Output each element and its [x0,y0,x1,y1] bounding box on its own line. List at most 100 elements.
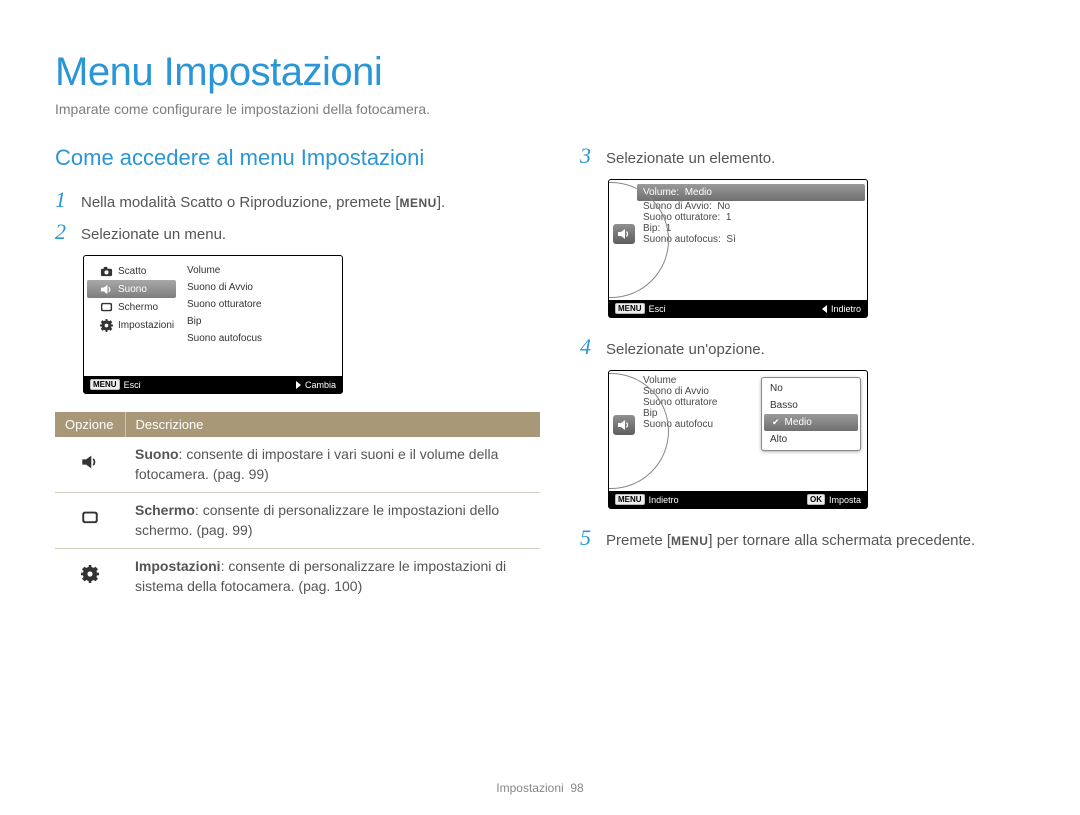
table-row: Schermo: consente di personalizzare le i… [55,493,540,549]
menu-badge-icon: MENU [90,379,120,390]
step-number: 2 [55,221,71,243]
step-3: 3 Selezionate un elemento. [580,145,1025,169]
footer-page-number: 98 [570,781,583,795]
menu-label-icon: MENU [671,533,708,550]
setting-label: Suono di Avvio [643,201,709,212]
gear-icon [100,319,113,331]
popup-option[interactable]: No [762,380,860,397]
menu-label-icon: MENU [400,195,437,212]
setting-label: Suono autofocu [643,419,713,430]
setting-row[interactable]: Bip: 1 [643,223,859,234]
setting-label: Bip [643,408,657,419]
content-columns: Come accedere al menu Impostazioni 1 Nel… [55,145,1025,605]
setting-value: : No [709,201,730,212]
footer-left-label: Esci [649,304,666,314]
popup-option[interactable]: Alto [762,431,860,448]
step-1-text-after: ]. [437,194,445,211]
submenu-item[interactable]: Suono autofocus [187,330,334,347]
section-title: Come accedere al menu Impostazioni [55,145,540,171]
step-number: 4 [580,336,596,358]
screen-icon [79,509,101,529]
step-5-text-after: ] per tornare alla schermata precedente. [708,532,975,549]
footer-left-label: Esci [124,380,141,390]
submenu-item[interactable]: Volume [187,262,334,279]
option-name: Suono [135,446,179,462]
footer-right-label: Indietro [831,304,861,314]
menu-item-schermo[interactable]: Schermo [84,298,179,316]
submenu-item[interactable]: Suono di Avvio [187,279,334,296]
step-1-text-before: Nella modalità Scatto o Riproduzione, pr… [81,194,400,211]
menu-item-impostazioni[interactable]: Impostazioni [84,316,179,334]
sound-icon [79,453,101,473]
page-subtitle: Imparate come configurare le impostazion… [55,101,1025,117]
setting-value: : Sì [718,234,736,245]
menu-item-scatto[interactable]: Scatto [84,262,179,280]
setting-label: Bip [643,223,657,234]
submenu-item[interactable]: Bip [187,313,334,330]
left-column: Come accedere al menu Impostazioni 1 Nel… [55,145,540,605]
menu-badge-icon: MENU [615,494,645,505]
camera-icon [100,265,113,277]
page-footer: Impostazioni 98 [0,781,1080,795]
setting-label: Suono otturatore [643,397,718,408]
setting-label: Suono autofocus [643,234,718,245]
page-title: Menu Impostazioni [55,50,1025,95]
footer-left-label: Indietro [649,495,679,505]
option-desc: : consente di impostare i vari suoni e i… [135,446,498,482]
menu-item-label: Scatto [118,266,146,277]
setting-row[interactable]: Suono otturatore: 1 [643,212,859,223]
setting-label: Volume [643,375,676,386]
menu-item-label: Schermo [118,302,158,313]
menu-item-label: Impostazioni [118,320,174,331]
step-1: 1 Nella modalità Scatto o Riproduzione, … [55,189,540,213]
step-3-text: Selezionate un elemento. [606,145,775,169]
menu-badge-icon: MENU [615,303,645,314]
setting-row[interactable]: Suono di Avvio: No [643,201,859,212]
right-column: 3 Selezionate un elemento. Volume: Medio… [580,145,1025,605]
setting-label: Suono otturatore [643,212,718,223]
table-head-desc: Descrizione [125,412,540,437]
setting-value: : 1 [718,212,732,223]
step-number: 5 [580,527,596,549]
footer-label: Impostazioni [496,781,563,795]
setting-label: Volume [643,187,676,198]
table-row: Impostazioni: consente di personalizzare… [55,549,540,605]
screen-icon [100,301,113,313]
camera-screen-2: Volume: MedioSuono di Avvio: NoSuono ott… [608,179,868,318]
popup-option-label: Medio [785,417,812,428]
step-5: 5 Premete [MENU] per tornare alla scherm… [580,527,1025,551]
options-table: Opzione Descrizione Suono: consente di i… [55,412,540,605]
popup-option[interactable]: Basso [762,397,860,414]
sound-icon [613,224,635,244]
step-2: 2 Selezionate un menu. [55,221,540,245]
option-name: Impostazioni [135,558,221,574]
footer-right-label: Imposta [829,495,861,505]
setting-label: Suono di Avvio [643,386,709,397]
option-name: Schermo [135,502,195,518]
step-2-text: Selezionate un menu. [81,221,226,245]
sound-icon [100,283,113,295]
option-popup: No Basso Medio Alto [761,377,861,451]
gear-icon [79,565,101,585]
menu-item-suono[interactable]: Suono [87,280,176,298]
popup-option-label: Basso [770,400,798,411]
camera-screen-1: ScattoSuonoSchermoImpostazioni VolumeSuo… [83,255,343,394]
submenu-item[interactable]: Suono otturatore [187,296,334,313]
setting-row[interactable]: Volume: Medio [637,184,865,201]
camera-screen-3: VolumeSuono di AvvioSuono otturatoreBipS… [608,370,868,509]
step-4-text: Selezionate un'opzione. [606,336,765,360]
setting-value: : 1 [657,223,671,234]
table-head-option: Opzione [55,412,125,437]
setting-row[interactable]: Suono autofocus: Sì [643,234,859,245]
step-number: 1 [55,189,71,211]
menu-item-label: Suono [118,284,147,295]
table-row: Suono: consente di impostare i vari suon… [55,437,540,493]
check-icon [772,417,780,428]
popup-option-label: Alto [770,434,787,445]
footer-right-label: Cambia [305,380,336,390]
popup-option-label: No [770,383,783,394]
step-4: 4 Selezionate un'opzione. [580,336,1025,360]
sound-icon [613,415,635,435]
step-number: 3 [580,145,596,167]
popup-option[interactable]: Medio [764,414,858,431]
